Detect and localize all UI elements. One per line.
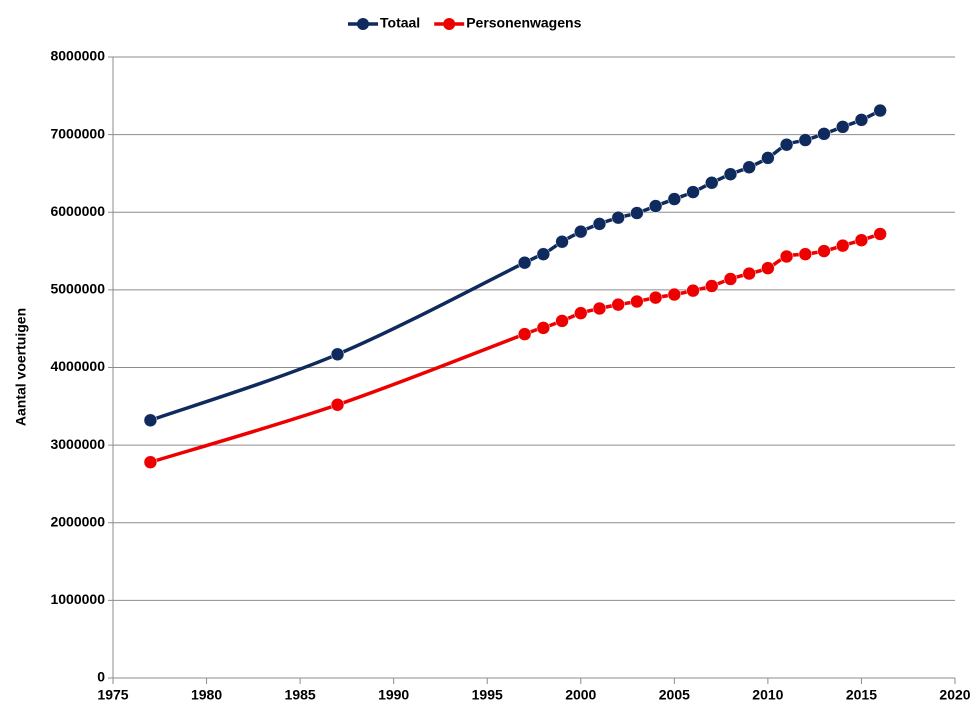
x-tick-label: 1980 — [191, 687, 222, 703]
marker — [536, 247, 551, 261]
marker — [742, 266, 756, 281]
marker — [798, 133, 813, 147]
marker — [817, 127, 831, 141]
marker — [686, 283, 700, 298]
y-tick-label: 0 — [97, 669, 105, 685]
marker — [705, 279, 719, 293]
y-axis-label: Aantal voertuigen — [13, 308, 29, 426]
marker — [873, 227, 887, 241]
marker — [555, 314, 569, 328]
marker — [854, 113, 869, 127]
y-tick-label: 3000000 — [50, 436, 105, 452]
marker — [705, 176, 719, 190]
legend-marker — [357, 18, 369, 30]
marker — [798, 247, 813, 261]
y-tick-label: 6000000 — [50, 203, 105, 219]
x-tick-label: 2000 — [565, 687, 596, 703]
x-tick-label: 2010 — [752, 687, 783, 703]
marker — [761, 261, 775, 275]
marker — [330, 398, 345, 412]
x-tick-label: 1975 — [97, 687, 128, 703]
marker — [667, 192, 682, 206]
marker — [835, 120, 850, 134]
marker — [742, 160, 756, 174]
marker — [835, 238, 850, 253]
marker — [761, 151, 775, 165]
y-tick-label: 7000000 — [50, 125, 105, 141]
marker — [143, 413, 158, 428]
marker — [723, 167, 738, 181]
marker — [873, 103, 887, 118]
x-tick-label: 1985 — [285, 687, 316, 703]
y-tick-label: 5000000 — [50, 281, 105, 297]
x-tick-label: 2005 — [659, 687, 690, 703]
marker — [611, 297, 625, 312]
marker — [817, 244, 831, 258]
marker — [574, 306, 588, 320]
legend-marker — [443, 18, 456, 30]
marker — [723, 272, 738, 286]
marker — [517, 255, 532, 270]
marker — [592, 301, 607, 316]
marker — [779, 249, 794, 264]
marker — [555, 234, 569, 249]
marker — [779, 137, 794, 152]
marker — [854, 233, 869, 247]
marker — [143, 455, 158, 469]
y-tick-label: 2000000 — [50, 513, 105, 529]
marker — [648, 290, 663, 305]
marker — [536, 321, 551, 335]
marker — [648, 199, 663, 213]
marker — [574, 224, 588, 239]
marker — [667, 287, 682, 302]
x-tick-label: 1990 — [378, 687, 409, 703]
marker — [517, 327, 532, 341]
y-tick-label: 8000000 — [50, 48, 105, 64]
marker — [611, 210, 625, 225]
marker — [630, 206, 644, 220]
x-tick-label: 2015 — [846, 687, 877, 703]
marker — [686, 185, 700, 199]
marker — [330, 347, 345, 362]
y-tick-label: 4000000 — [50, 358, 105, 374]
x-tick-label: 1995 — [472, 687, 503, 703]
x-tick-label: 2020 — [939, 687, 970, 703]
marker — [630, 294, 644, 309]
legend-label: Personenwagens — [466, 15, 581, 31]
legend-label: Totaal — [380, 15, 420, 31]
y-tick-label: 1000000 — [50, 591, 105, 607]
marker — [592, 217, 607, 231]
